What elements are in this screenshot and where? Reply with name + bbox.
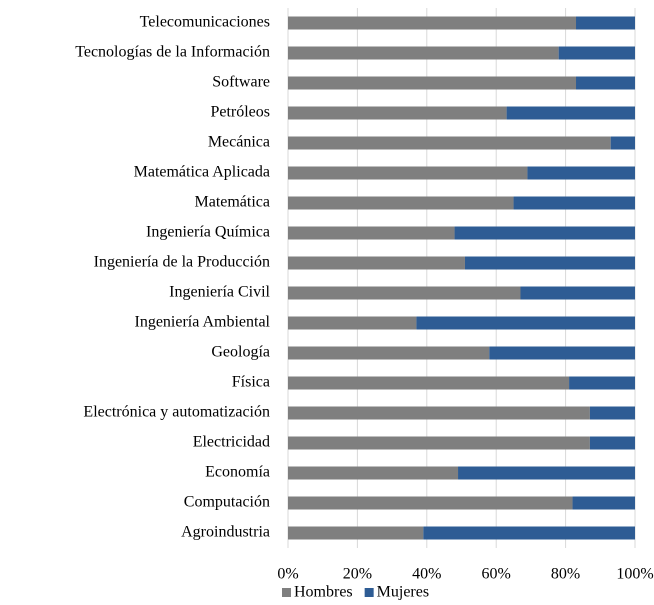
bar-segment — [569, 376, 635, 390]
y-tick-label: Mecánica — [208, 134, 270, 151]
bar-segment — [576, 16, 635, 30]
bar-segment — [288, 76, 577, 90]
bar-segment — [288, 346, 490, 360]
bar-segment — [288, 376, 570, 390]
bar-segment — [288, 46, 559, 60]
bar-segment — [576, 76, 635, 90]
x-tick-label: 20% — [343, 566, 372, 583]
bar-segment — [513, 196, 635, 210]
y-tick-label: Economía — [205, 464, 270, 481]
bar-segment — [288, 226, 455, 240]
bar-segment — [288, 436, 590, 450]
bar-segment — [458, 466, 635, 480]
y-tick-label: Petróleos — [210, 104, 270, 121]
bar-segment — [288, 406, 590, 420]
y-tick-label: Ingeniería de la Producción — [94, 254, 270, 271]
bar-segment — [464, 256, 635, 270]
y-tick-label: Agroindustria — [181, 524, 270, 541]
y-tick-label: Matemática — [194, 194, 270, 211]
y-tick-label: Computación — [184, 494, 270, 511]
y-tick-label: Ingeniería Química — [146, 224, 270, 241]
bar-segment — [288, 106, 507, 120]
bar-segment — [288, 496, 573, 510]
y-tick-label: Matemática Aplicada — [134, 164, 270, 181]
bar-segment — [288, 196, 514, 210]
y-tick-label: Tecnologías de la Información — [75, 44, 270, 61]
bar-segment — [288, 466, 459, 480]
bar-segment — [423, 526, 635, 540]
bar-segment — [416, 316, 635, 330]
y-tick-label: Física — [232, 374, 270, 391]
x-tick-label: 80% — [551, 566, 580, 583]
legend-swatch — [364, 588, 374, 597]
bar-segment — [288, 16, 577, 30]
x-tick-label: 100% — [616, 566, 653, 583]
bar-segment — [527, 166, 635, 180]
y-tick-label: Ingeniería Civil — [169, 284, 270, 301]
y-tick-label: Software — [212, 74, 270, 91]
legend-swatch — [282, 588, 291, 597]
y-tick-label: Telecomunicaciones — [140, 14, 270, 31]
bar-segment — [520, 286, 635, 300]
x-tick-label: 0% — [277, 566, 298, 583]
y-tick-label: Ingeniería Ambiental — [134, 314, 270, 331]
bar-segment — [589, 406, 635, 420]
bar-segment — [572, 496, 635, 510]
bar-segment — [489, 346, 635, 360]
bar-segment — [288, 256, 465, 270]
bar-segment — [610, 136, 635, 150]
y-tick-label: Geología — [211, 344, 270, 361]
bar-segment — [288, 526, 424, 540]
bar-segment — [288, 166, 528, 180]
bar-segment — [288, 136, 611, 150]
legend-label: Hombres — [294, 584, 353, 601]
y-tick-label: Electrónica y automatización — [83, 404, 270, 421]
legend-label: Mujeres — [377, 584, 429, 601]
bar-segment — [558, 46, 635, 60]
bar-segment — [589, 436, 635, 450]
bar-segment — [288, 286, 521, 300]
x-tick-label: 60% — [482, 566, 511, 583]
y-tick-label: Electricidad — [193, 434, 270, 451]
x-tick-label: 40% — [412, 566, 441, 583]
bar-segment — [506, 106, 635, 120]
bar-segment — [288, 316, 417, 330]
bar-segment — [454, 226, 635, 240]
